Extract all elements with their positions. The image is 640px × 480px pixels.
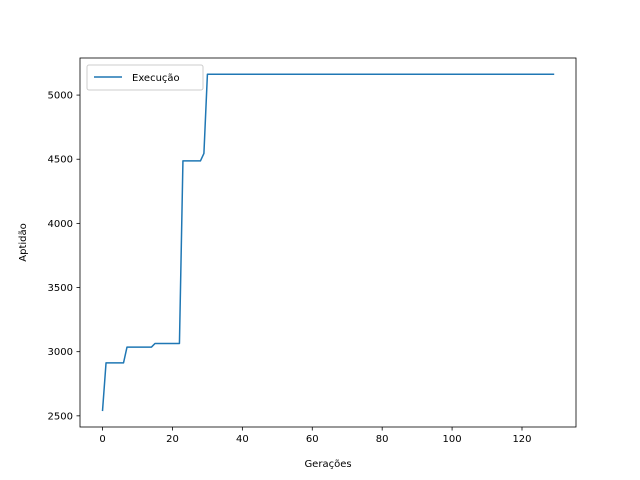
axes-frame — [79, 57, 577, 428]
x-tick-label: 100 — [443, 434, 462, 445]
y-axis-label: Aptidão — [18, 223, 29, 261]
y-tick-label: 3000 — [48, 347, 73, 358]
legend-label-execucao: Execução — [132, 73, 180, 84]
series-line-execucao — [101, 73, 555, 412]
legend: Execução — [86, 64, 204, 91]
x-tick-label: 60 — [306, 434, 319, 445]
y-axis-ticks: 2500 3000 3500 4000 4500 5000 — [48, 91, 80, 422]
axes-background — [80, 58, 576, 427]
plot-area — [79, 57, 577, 428]
x-tick-label: 20 — [166, 434, 179, 445]
legend-frame — [86, 64, 204, 91]
y-tick-label: 4000 — [48, 219, 73, 230]
y-tick-label: 5000 — [48, 91, 73, 102]
x-tick-label: 0 — [99, 434, 105, 445]
x-tick-label: 80 — [376, 434, 389, 445]
x-tick-label: 40 — [236, 434, 249, 445]
y-tick-label: 3500 — [48, 283, 73, 294]
x-axis-ticks: 0 20 40 60 80 100 120 — [99, 427, 532, 445]
x-tick-label: 120 — [512, 434, 531, 445]
y-tick-label: 2500 — [48, 411, 73, 422]
x-axis-label: Gerações — [304, 459, 351, 470]
y-tick-label: 4500 — [48, 155, 73, 166]
